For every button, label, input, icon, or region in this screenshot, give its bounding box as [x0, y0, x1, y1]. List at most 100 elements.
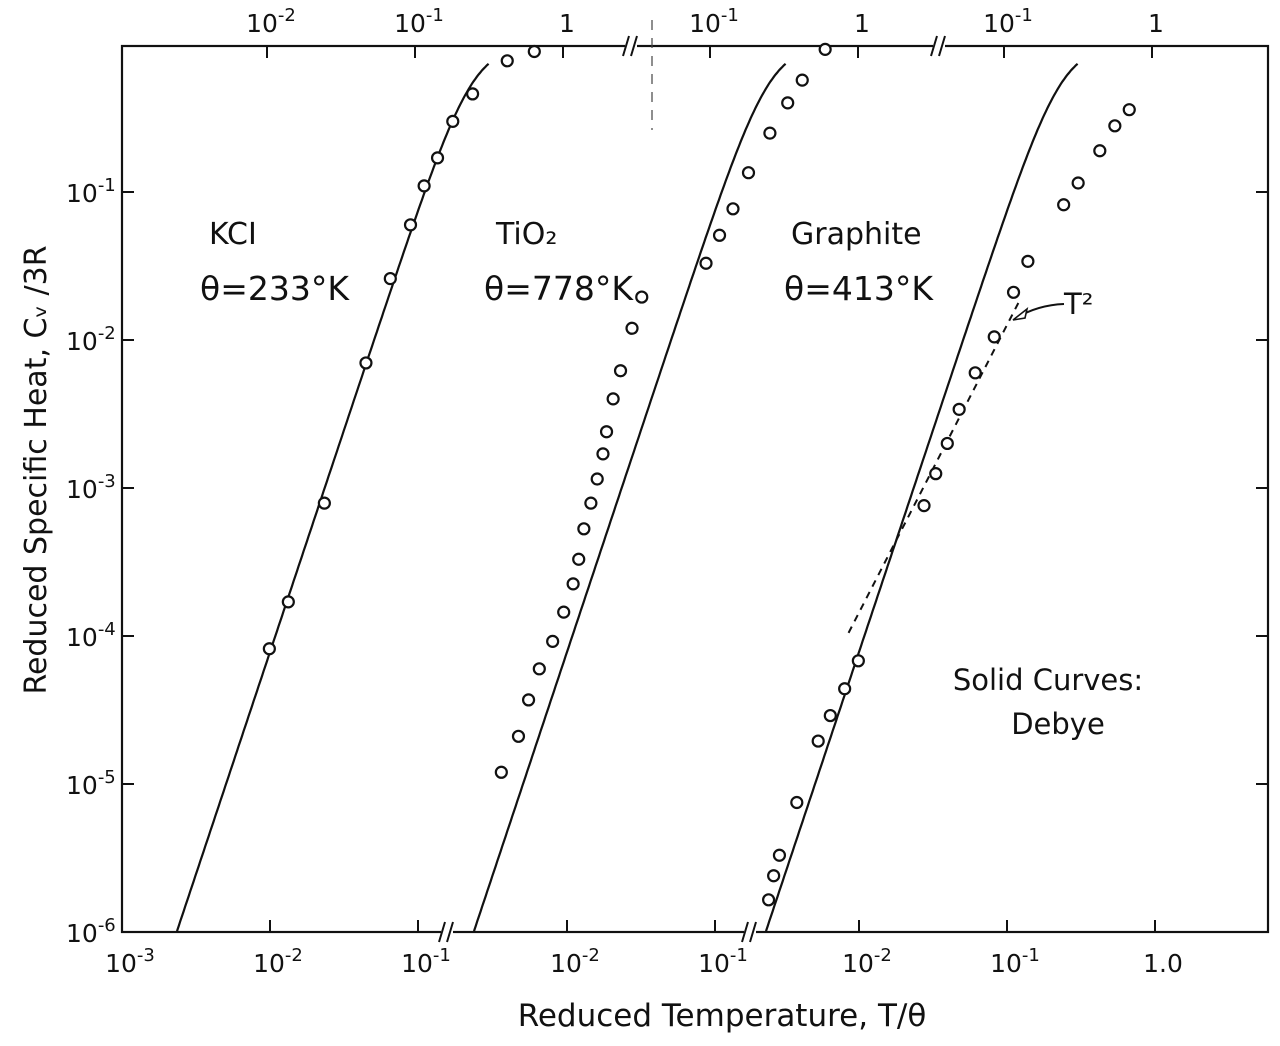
tio2-data-point — [577, 522, 591, 536]
graphite-data-point — [1093, 144, 1107, 158]
graphite-top-tick-label: 10-1 — [983, 5, 1033, 38]
graphite-data-point — [1071, 176, 1085, 190]
tio2-theta-label: θ=778°K — [484, 269, 634, 308]
graphite-data-point — [823, 708, 837, 723]
axis-break-mark — [446, 921, 454, 943]
y-axis-title: Reduced Specific Heat, Cᵥ /3R — [19, 245, 54, 694]
tick-labels-layer: 10-6 10-5 10-4 10-3 10-2 10-1 10-3 10-2 10-1 10-2… — [66, 5, 1183, 978]
tio2-data-point — [795, 73, 809, 87]
tio2-bottom-tick-label: 10-1 — [698, 945, 748, 978]
y-tick-label: 10-1 — [66, 175, 116, 208]
graphite-data-point — [1057, 198, 1071, 212]
tio2-data-point — [596, 447, 610, 461]
y-tick-label: 10-4 — [66, 619, 116, 652]
tio2-data-point — [625, 321, 639, 335]
tio2-data-point — [712, 228, 727, 242]
tio2-data-point — [546, 634, 560, 648]
graphite-data-point — [851, 654, 865, 668]
kcl-data-point — [430, 151, 445, 165]
graphite-theta-label: θ=413°K — [784, 269, 934, 308]
y-tick-label: 10-3 — [66, 471, 116, 504]
axis-break-mark — [438, 921, 446, 943]
tio2-data-point — [557, 605, 571, 619]
kcl-data-point — [527, 44, 541, 59]
kcl-top-tick-label: 10-1 — [394, 5, 444, 38]
axis-break-mark — [938, 35, 946, 57]
graphite-data-point — [838, 682, 852, 696]
axis-break-mark — [630, 35, 638, 57]
tio2-data-point — [532, 662, 546, 676]
kcl-data-point — [446, 114, 460, 128]
tio2-data-point — [584, 496, 598, 510]
kcl-data-point — [383, 271, 397, 286]
graphite-data-point — [940, 436, 954, 451]
tio2-debye-curve — [472, 62, 787, 932]
tio2-data-point — [613, 364, 628, 378]
data-points-layer — [262, 42, 1136, 907]
kcl-name-label: KCI — [209, 217, 257, 252]
graphite-data-point — [790, 795, 804, 810]
tio2-data-point — [741, 166, 756, 180]
kcl-data-point — [317, 496, 331, 510]
axis-break-mark — [749, 921, 757, 943]
graphite-data-point — [987, 330, 1001, 344]
tio2-data-point — [590, 472, 604, 486]
kcl-data-point — [465, 87, 480, 101]
tio2-data-point — [818, 42, 832, 56]
kcl-debye-curve — [175, 62, 490, 932]
kcl-top-tick-label: 1 — [559, 9, 575, 38]
axis-break-mark — [622, 35, 630, 57]
kcl-data-point — [262, 642, 276, 656]
graphite-data-point — [811, 734, 825, 748]
axis-break-mark — [741, 921, 749, 943]
tio2-data-point — [699, 256, 713, 270]
graphite-bottom-tick-label: 10-2 — [842, 945, 892, 978]
tio2-data-point — [606, 392, 620, 406]
axis-break-mark — [930, 35, 938, 57]
y-tick-label: 10-2 — [66, 323, 116, 356]
debye-curves-layer — [175, 62, 1079, 932]
graphite-data-point — [929, 467, 943, 481]
x-axis-title: Reduced Temperature, T/θ — [518, 998, 927, 1034]
tio2-data-point — [763, 126, 777, 140]
graphite-data-point — [952, 402, 966, 416]
tio2-data-point — [566, 577, 580, 591]
tio2-data-point — [726, 202, 740, 216]
kcl-data-point — [359, 356, 373, 370]
tio2-data-point — [521, 693, 536, 707]
t-squared-arrowhead — [1012, 306, 1029, 321]
kcl-data-point — [403, 218, 418, 232]
annotation-layer: Reduced Specific Heat, Cᵥ /3R Reduced Te… — [19, 217, 1143, 1034]
y-tick-label: 10-5 — [66, 767, 116, 800]
graphite-bottom-tick-label: 10-1 — [990, 945, 1040, 978]
graphite-data-point — [761, 893, 776, 907]
kcl-theta-label: θ=233°K — [200, 269, 350, 308]
tio2-bottom-tick-label: 10-2 — [550, 945, 600, 978]
tio2-data-point — [572, 552, 586, 566]
tio2-data-point — [511, 729, 526, 743]
kcl-data-point — [281, 595, 295, 609]
graphite-top-tick-label: 1 — [1148, 9, 1164, 38]
graphite-data-point — [968, 366, 982, 380]
graphite-data-point — [1108, 119, 1122, 133]
tio2-top-tick-label: 1 — [854, 9, 870, 38]
kcl-top-tick-label: 10-2 — [246, 5, 296, 38]
t-squared-label: T² — [1063, 287, 1093, 321]
graphite-data-point — [1021, 254, 1035, 268]
debye-label: Debye — [1011, 707, 1105, 741]
plot-frame — [120, 44, 1270, 934]
graphite-debye-curve — [764, 62, 1079, 932]
tio2-name-label: TiO₂ — [495, 217, 557, 252]
graphite-data-point — [772, 848, 787, 862]
tio2-data-point — [781, 96, 795, 110]
kcl-data-point — [500, 54, 514, 68]
tio2-data-point — [635, 290, 649, 304]
graphite-bottom-tick-label: 1.0 — [1143, 949, 1183, 978]
solid-curves-label: Solid Curves: — [953, 663, 1143, 697]
graphite-data-point — [917, 499, 931, 513]
graphite-data-point — [1006, 285, 1021, 299]
graphite-data-point — [1122, 103, 1136, 117]
plot-frame-layer — [120, 20, 1270, 943]
tio2-data-point — [599, 425, 614, 439]
